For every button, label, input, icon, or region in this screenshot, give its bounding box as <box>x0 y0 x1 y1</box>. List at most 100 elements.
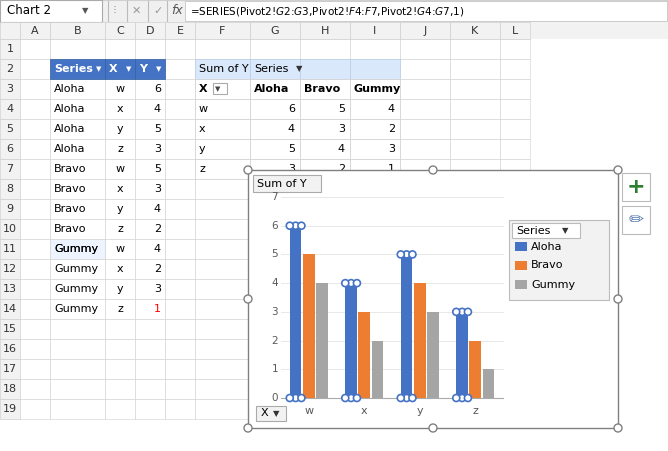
Bar <box>0 22 20 39</box>
Circle shape <box>429 424 437 432</box>
Bar <box>250 99 300 119</box>
Bar <box>105 319 135 339</box>
Text: x: x <box>117 184 124 194</box>
Bar <box>50 239 105 259</box>
Bar <box>350 339 400 359</box>
Text: 3: 3 <box>338 124 345 134</box>
Text: ▼: ▼ <box>215 86 220 92</box>
Bar <box>250 359 300 379</box>
Bar <box>300 59 350 79</box>
Text: 4: 4 <box>154 204 161 214</box>
Text: Y: Y <box>139 64 147 74</box>
Bar <box>350 379 400 399</box>
Text: z: z <box>117 224 123 234</box>
Bar <box>300 379 350 399</box>
Bar <box>195 179 250 199</box>
Bar <box>0 279 20 299</box>
Circle shape <box>453 395 460 401</box>
Bar <box>105 239 135 259</box>
Bar <box>482 369 494 398</box>
Text: 2: 2 <box>388 124 395 134</box>
Text: 1: 1 <box>154 304 161 314</box>
Bar <box>105 299 135 319</box>
Bar <box>105 22 135 39</box>
Bar <box>350 319 400 339</box>
Bar <box>50 159 105 179</box>
Text: Aloha: Aloha <box>54 144 86 154</box>
Text: y: y <box>416 406 423 416</box>
Bar <box>195 99 250 119</box>
Circle shape <box>403 395 410 401</box>
Bar <box>400 39 450 59</box>
Bar <box>300 159 350 179</box>
Bar <box>400 399 450 419</box>
Text: Gummy: Gummy <box>531 280 575 290</box>
Bar <box>20 239 50 259</box>
Bar <box>250 22 300 39</box>
Bar <box>250 399 300 419</box>
Bar <box>135 299 165 319</box>
Bar <box>400 259 450 279</box>
Bar <box>50 219 105 239</box>
Text: Series: Series <box>54 64 93 74</box>
Text: y: y <box>117 124 124 134</box>
Bar <box>135 59 165 79</box>
Bar <box>165 199 195 219</box>
Bar <box>250 159 300 179</box>
Text: 2: 2 <box>338 164 345 174</box>
Text: y: y <box>117 284 124 294</box>
Bar <box>135 179 165 199</box>
Text: Chart 2: Chart 2 <box>7 5 51 18</box>
Bar <box>20 119 50 139</box>
Bar <box>450 179 500 199</box>
Bar <box>195 279 250 299</box>
Bar <box>248 170 618 428</box>
Bar <box>250 279 300 299</box>
Bar <box>0 139 20 159</box>
Text: w: w <box>116 84 124 94</box>
Text: Aloha: Aloha <box>531 241 562 252</box>
Bar <box>0 259 20 279</box>
Text: +: + <box>627 177 645 197</box>
Text: Gummy: Gummy <box>54 244 98 254</box>
Bar <box>50 239 105 259</box>
Bar <box>195 359 250 379</box>
Bar <box>105 359 135 379</box>
Bar <box>195 299 250 319</box>
Bar <box>250 119 300 139</box>
Text: Aloha: Aloha <box>254 84 289 94</box>
Text: Bravo: Bravo <box>304 84 340 94</box>
Bar <box>20 219 50 239</box>
Text: K: K <box>472 26 479 36</box>
Bar <box>500 199 530 219</box>
Bar <box>105 99 135 119</box>
Text: Aloha: Aloha <box>54 124 86 134</box>
Bar <box>105 59 135 79</box>
Bar <box>450 219 500 239</box>
Bar <box>50 39 105 59</box>
Bar <box>300 139 350 159</box>
Bar <box>450 399 500 419</box>
Bar <box>0 59 20 79</box>
Bar <box>500 399 530 419</box>
Bar <box>165 79 195 99</box>
Bar <box>400 319 450 339</box>
Bar <box>195 119 250 139</box>
Bar <box>622 173 650 201</box>
Bar <box>500 319 530 339</box>
Bar <box>509 220 609 300</box>
Bar <box>135 39 165 59</box>
Bar <box>400 379 450 399</box>
Circle shape <box>614 424 622 432</box>
Text: 19: 19 <box>3 404 17 414</box>
Bar <box>500 22 530 39</box>
Bar <box>345 283 357 398</box>
Bar <box>195 99 250 119</box>
Bar <box>500 239 530 259</box>
Bar <box>350 119 400 139</box>
Text: x: x <box>117 264 124 274</box>
Text: 2: 2 <box>271 336 278 345</box>
Bar <box>414 283 426 398</box>
Bar <box>350 279 400 299</box>
Text: 7: 7 <box>7 164 13 174</box>
